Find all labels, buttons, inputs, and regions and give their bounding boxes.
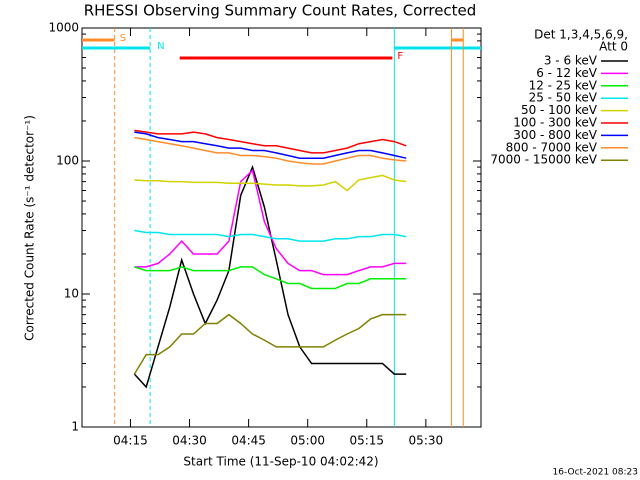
series-line xyxy=(134,229,407,242)
series-line xyxy=(134,131,407,159)
x-axis-label: Start Time (11-Sep-10 04:02:42) xyxy=(183,455,378,469)
x-tick-label: 04:15 xyxy=(113,434,148,448)
series-line xyxy=(134,136,407,165)
legend-label: 100 - 300 keV xyxy=(513,116,597,130)
series-line xyxy=(134,129,407,154)
legend-header: Att 0 xyxy=(599,40,628,54)
legend-label: 50 - 100 keV xyxy=(521,103,598,117)
legend-header: Det 1,3,4,5,6,9, xyxy=(534,28,628,42)
series-line xyxy=(134,168,407,276)
footer-date: 16-Oct-2021 08:23 xyxy=(553,468,638,478)
series-line xyxy=(133,313,407,375)
flag-label: N xyxy=(157,41,164,52)
plot-frame xyxy=(81,27,482,428)
legend-label: 7000 - 15000 keV xyxy=(490,153,597,167)
legend-label: 12 - 25 keV xyxy=(529,78,598,92)
x-tick-label: 05:30 xyxy=(409,434,444,448)
series-line xyxy=(134,174,407,192)
y-tick-label: 100 xyxy=(56,154,79,168)
flag-label: S xyxy=(120,33,126,44)
series-line xyxy=(134,266,407,290)
x-tick-label: 04:30 xyxy=(172,434,207,448)
x-tick-label: 05:15 xyxy=(349,434,384,448)
legend-label: 6 - 12 keV xyxy=(536,66,598,80)
chart-title: RHESSI Observing Summary Count Rates, Co… xyxy=(84,2,477,20)
y-tick-label: 1000 xyxy=(48,21,79,35)
legend-label: 300 - 800 keV xyxy=(513,128,597,142)
y-axis-label: Corrected Count Rate (s⁻¹ detector⁻¹) xyxy=(23,115,37,341)
y-tick-label: 10 xyxy=(64,287,79,301)
legend-label: 3 - 6 keV xyxy=(544,54,598,68)
legend-label: 25 - 50 keV xyxy=(529,91,598,105)
flag-label: F xyxy=(397,51,403,62)
x-tick-label: 04:45 xyxy=(231,434,266,448)
legend-label: 800 - 7000 keV xyxy=(506,140,598,154)
x-tick-label: 05:00 xyxy=(290,434,325,448)
y-tick-label: 1 xyxy=(71,420,79,434)
